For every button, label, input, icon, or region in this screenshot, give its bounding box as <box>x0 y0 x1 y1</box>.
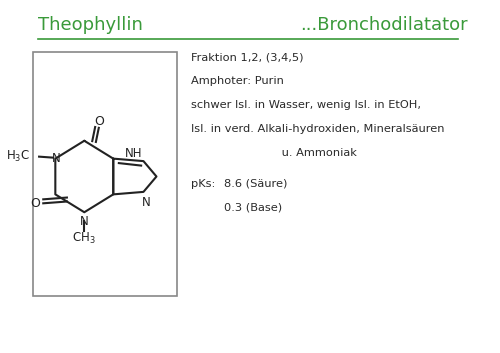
Text: schwer lsl. in Wasser, wenig lsl. in EtOH,: schwer lsl. in Wasser, wenig lsl. in EtO… <box>191 100 421 110</box>
Text: Fraktion 1,2, (3,4,5): Fraktion 1,2, (3,4,5) <box>191 52 304 62</box>
Text: Amphoter: Purin: Amphoter: Purin <box>191 76 284 86</box>
Text: O: O <box>94 115 104 128</box>
Text: lsl. in verd. Alkali-hydroxiden, Mineralsäuren: lsl. in verd. Alkali-hydroxiden, Mineral… <box>191 124 444 134</box>
Text: NH: NH <box>125 147 142 160</box>
Text: pKs:: pKs: <box>191 179 216 189</box>
Text: CH$_3$: CH$_3$ <box>72 231 96 246</box>
Text: 0.3 (Base): 0.3 (Base) <box>224 203 282 213</box>
Text: N: N <box>80 215 88 228</box>
Text: u. Ammoniak: u. Ammoniak <box>191 148 357 158</box>
Text: O: O <box>30 197 40 210</box>
Text: H$_3$C: H$_3$C <box>6 149 30 164</box>
Text: N: N <box>52 152 60 165</box>
Text: N: N <box>142 196 150 209</box>
Text: Theophyllin: Theophyllin <box>38 16 142 34</box>
FancyBboxPatch shape <box>33 52 177 295</box>
Text: 8.6 (Säure): 8.6 (Säure) <box>224 179 287 189</box>
Text: ...Bronchodilatator: ...Bronchodilatator <box>300 16 468 34</box>
